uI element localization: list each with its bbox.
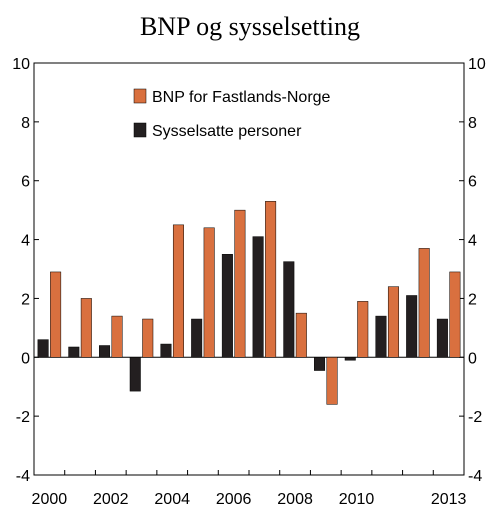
- bar-bnp: [142, 318, 154, 358]
- x-tick-label: 2008: [277, 491, 313, 508]
- bar-bnp: [418, 248, 430, 358]
- bar-bnp: [234, 209, 246, 358]
- x-tick-label: 2010: [339, 491, 375, 508]
- y-tick-label-left: 8: [21, 115, 30, 132]
- y-tick-label-left: 0: [21, 350, 30, 367]
- legend-swatch: [133, 88, 147, 104]
- y-tick-label-right: 8: [468, 115, 477, 132]
- y-tick-label-right: 6: [468, 174, 477, 191]
- bar-sysselsatte: [436, 318, 448, 358]
- y-tick-label-left: 2: [21, 291, 30, 308]
- y-tick-label-right: 0: [468, 350, 477, 367]
- bar-sysselsatte: [37, 339, 49, 358]
- bar-bnp: [50, 271, 62, 358]
- y-tick-label-left: -2: [16, 409, 30, 426]
- bar-bnp: [203, 227, 215, 358]
- x-tick-label: 2004: [154, 491, 190, 508]
- bar-sysselsatte: [406, 295, 418, 358]
- bar-bnp: [295, 312, 307, 358]
- x-tick-label: 2006: [216, 491, 252, 508]
- bar-bnp: [265, 201, 277, 358]
- bar-sysselsatte: [375, 315, 387, 358]
- bar-sysselsatte: [191, 318, 203, 358]
- plot-area: -4 -4 -2 -2 0 0 2 2 4 4 6 6 8 8 10 10 2000 2002 2004 2006 20…: [12, 56, 486, 508]
- y-tick-label-left: 4: [21, 233, 30, 250]
- bar-sysselsatte: [99, 345, 111, 358]
- y-tick-label-left: 6: [21, 174, 30, 191]
- y-tick-label-right: -2: [468, 409, 482, 426]
- bar-bnp: [326, 357, 338, 405]
- bar-bnp: [80, 298, 92, 358]
- bar-sysselsatte: [68, 346, 80, 358]
- bar-sysselsatte: [314, 357, 326, 371]
- legend-swatch: [133, 122, 147, 138]
- bar-sysselsatte: [221, 254, 233, 358]
- bar-sysselsatte: [283, 261, 295, 358]
- bar-sysselsatte: [160, 343, 172, 358]
- y-tick-label-right: 4: [468, 233, 477, 250]
- legend: BNP for Fastlands-Norge Sysselsatte perso…: [133, 88, 331, 140]
- y-tick-label-left: 10: [12, 56, 30, 73]
- bar-bnp: [357, 301, 369, 358]
- bar-bnp: [387, 286, 399, 358]
- x-tick-label: 2002: [93, 491, 129, 508]
- legend-label: Sysselsatte personer: [152, 123, 302, 140]
- chart-title: BNP og sysselsetting: [140, 12, 360, 41]
- bar-sysselsatte: [129, 357, 141, 392]
- y-tick-label-right: 2: [468, 291, 477, 308]
- legend-label: BNP for Fastlands-Norge: [152, 89, 331, 106]
- y-tick-label-right: -4: [468, 468, 482, 485]
- bar-sysselsatte: [252, 236, 264, 358]
- bar-bnp: [172, 224, 184, 358]
- bar-bnp: [449, 271, 461, 358]
- y-tick-label-right: 10: [468, 56, 486, 73]
- x-tick-label: 2000: [32, 491, 68, 508]
- bar-bnp: [111, 315, 123, 358]
- x-tick-label: 2013: [431, 491, 467, 508]
- y-tick-label-left: -4: [16, 468, 30, 485]
- bar-sysselsatte: [344, 357, 356, 361]
